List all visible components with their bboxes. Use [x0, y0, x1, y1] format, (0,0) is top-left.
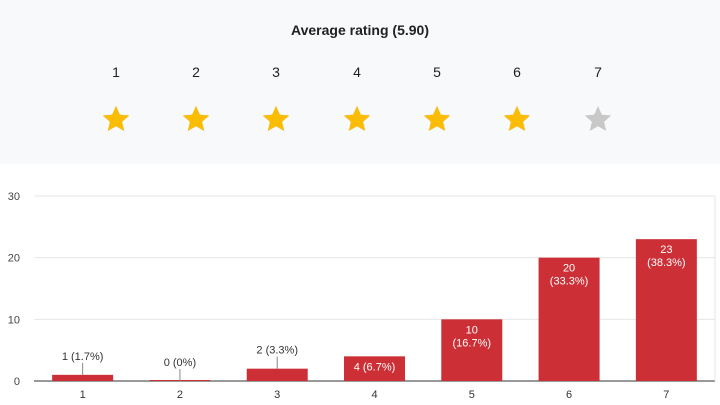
- star-scale-label: 5: [433, 64, 441, 80]
- star-icon: [181, 104, 211, 134]
- star-item-3: 3: [256, 62, 296, 134]
- star-item-4: 4: [337, 62, 377, 134]
- star-icon: [422, 104, 452, 134]
- data-label: 23: [660, 244, 672, 256]
- star-icon: [502, 104, 532, 134]
- data-label: (33.3%): [550, 276, 589, 288]
- star-icon: [342, 104, 372, 134]
- x-tick-label: 1: [80, 389, 86, 401]
- star-item-5: 5: [417, 62, 457, 134]
- rating-distribution-chart: 0 10 20 30 1 1 (1.7%) 2 0 (0%) 3 2 (3.3%) 4 4 (6.7%…: [8, 191, 716, 401]
- star-scale-label: 2: [192, 64, 200, 80]
- rating-summary-panel: Average rating (5.90) 1 2 3 4 5 6 7: [0, 0, 720, 164]
- data-label: 1 (1.7%): [62, 351, 104, 363]
- x-tick-label: 2: [177, 389, 183, 401]
- bar-6: [538, 257, 600, 381]
- star-scale-label: 4: [353, 64, 361, 80]
- bar-5: [441, 319, 503, 381]
- x-tick-label: 6: [566, 389, 572, 401]
- bar-4: [344, 356, 405, 381]
- bar-7: [635, 239, 697, 381]
- data-label: 10: [466, 324, 478, 336]
- y-tick-label: 10: [8, 314, 20, 326]
- star-icon: [583, 104, 613, 134]
- star-item-6: 6: [497, 62, 537, 134]
- star-item-2: 2: [176, 62, 216, 134]
- star-icon: [101, 104, 131, 134]
- x-tick-label: 3: [274, 389, 280, 401]
- x-tick-label: 5: [469, 389, 475, 401]
- data-label: 0 (0%): [164, 357, 196, 369]
- x-tick-label: 7: [663, 389, 669, 401]
- y-tick-label: 20: [8, 253, 20, 265]
- star-scale-label: 7: [594, 64, 602, 80]
- y-tick-label: 30: [8, 191, 20, 203]
- star-icon: [261, 104, 291, 134]
- data-label: (38.3%): [647, 257, 686, 269]
- y-tick-label: 0: [14, 376, 20, 388]
- average-rating-title: Average rating (5.90): [291, 22, 429, 38]
- bar-1: [52, 374, 114, 381]
- bar-3: [246, 368, 308, 381]
- x-tick-label: 4: [371, 389, 377, 401]
- star-scale-label: 1: [112, 64, 120, 80]
- data-label: (16.7%): [453, 337, 492, 349]
- data-label: 4 (6.7%): [354, 361, 396, 373]
- star-scale-label: 6: [513, 64, 521, 80]
- star-item-1: 1: [96, 62, 136, 134]
- star-item-7: 7: [578, 62, 618, 134]
- data-label: 20: [563, 263, 575, 275]
- star-scale-label: 3: [272, 64, 280, 80]
- data-label: 2 (3.3%): [256, 345, 298, 357]
